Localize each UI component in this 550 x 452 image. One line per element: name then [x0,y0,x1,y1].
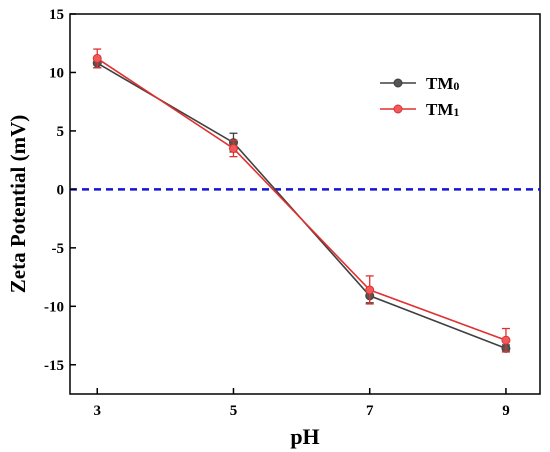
y-ticks: 15 10 5 0 -5 -10 -15 [44,7,76,374]
legend-label: TM1 [426,100,459,119]
y-tick-label: 0 [57,182,65,198]
y-tick-label: 10 [49,65,64,81]
legend-label: TM0 [426,74,459,93]
x-tick-label: 3 [93,403,101,419]
data-point [501,335,511,345]
legend: TM0 TM1 [380,74,459,119]
series-layer [92,48,511,353]
legend-marker [393,78,403,88]
y-tick-label: 5 [57,124,65,140]
y-tick-label: -10 [44,299,64,315]
series-line [96,57,507,341]
series-tm1 [92,48,511,353]
data-point [365,285,375,295]
x-tick-label: 5 [230,403,238,419]
x-tick-label: 7 [366,403,374,419]
y-tick-label: -5 [52,241,65,257]
x-ticks: 3 5 7 9 [93,388,510,419]
plot-frame [69,13,541,395]
legend-marker [393,104,403,114]
y-tick-label: 15 [49,7,64,23]
data-point [92,53,102,63]
y-axis-title: Zeta Potential (mV) [6,115,30,293]
data-point [228,143,238,153]
legend-label-subscript: 0 [453,79,459,93]
x-tick-label: 9 [502,403,510,419]
legend-label-subscript: 1 [453,105,459,119]
y-tick-label: -15 [44,358,64,374]
x-axis-title: pH [290,424,319,449]
